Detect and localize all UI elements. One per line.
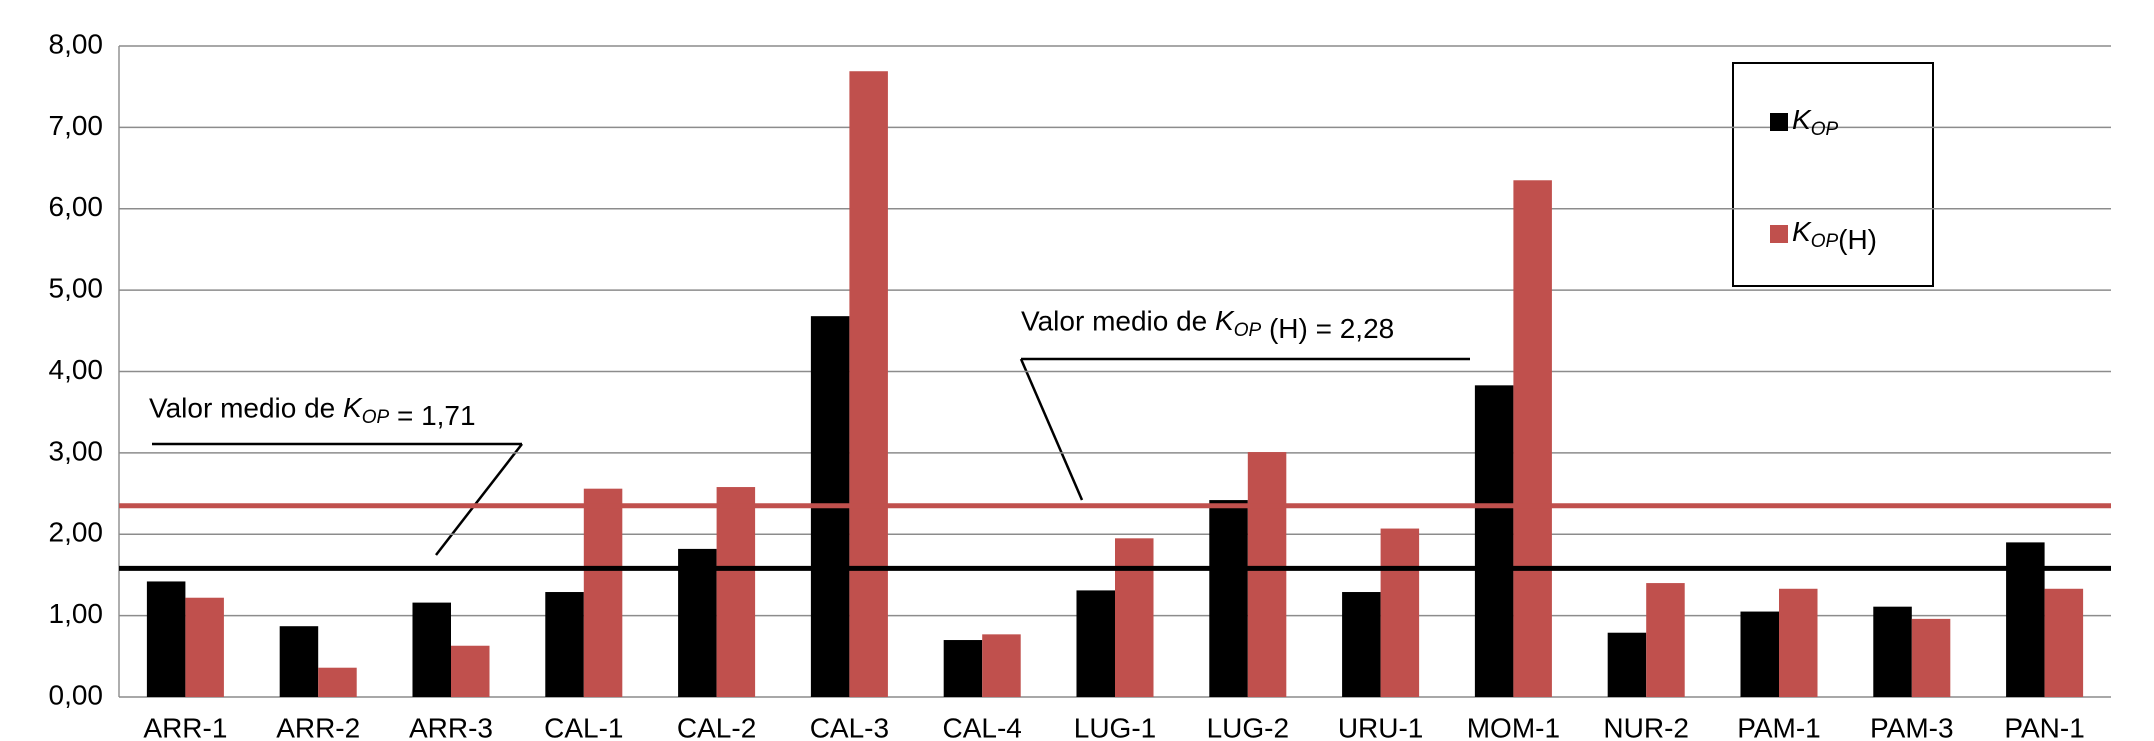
y-tick-label: 5,00 bbox=[49, 273, 104, 304]
y-tick-label: 1,00 bbox=[49, 598, 104, 629]
annotation-pointer bbox=[1019, 358, 1084, 501]
x-tick-label: ARR-3 bbox=[409, 712, 493, 741]
bar bbox=[318, 667, 357, 697]
x-tick-label: ARR-2 bbox=[276, 712, 360, 741]
bar bbox=[2044, 588, 2084, 697]
bar bbox=[451, 645, 490, 697]
x-tick-label: CAL-4 bbox=[943, 712, 1022, 741]
annotation-pointer bbox=[435, 443, 523, 556]
bar bbox=[1474, 385, 1514, 697]
x-tick-label: PAM-3 bbox=[1870, 712, 1954, 741]
x-tick-label: ARR-1 bbox=[143, 712, 227, 741]
y-tick-label: 3,00 bbox=[49, 435, 104, 466]
bar bbox=[279, 626, 319, 697]
bar bbox=[1607, 632, 1647, 697]
bar bbox=[583, 488, 623, 697]
bar bbox=[1911, 618, 1951, 697]
bar bbox=[1646, 583, 1685, 697]
bar bbox=[1380, 528, 1420, 697]
legend-swatch bbox=[1770, 225, 1788, 243]
legend-swatch bbox=[1770, 113, 1788, 131]
x-tick-label: PAN-1 bbox=[2004, 712, 2084, 741]
y-tick-label: 8,00 bbox=[49, 28, 104, 59]
bar bbox=[982, 634, 1021, 697]
x-tick-label: CAL-2 bbox=[677, 712, 756, 741]
bar bbox=[545, 592, 584, 697]
bar bbox=[1076, 590, 1115, 697]
x-tick-label: MOM-1 bbox=[1467, 712, 1560, 741]
bar bbox=[849, 71, 888, 697]
bar bbox=[185, 597, 224, 697]
bar bbox=[716, 487, 756, 697]
y-tick-label: 0,00 bbox=[49, 679, 104, 710]
bar bbox=[412, 602, 451, 697]
bar bbox=[1342, 592, 1381, 697]
x-tick-label: LUG-1 bbox=[1074, 712, 1156, 741]
annotation: Valor medio de KOP (H) = 2,28 bbox=[1021, 305, 1394, 344]
x-tick-label: PAM-1 bbox=[1737, 712, 1821, 741]
legend-label: KOP bbox=[1792, 104, 1838, 140]
x-tick-label: NUR-2 bbox=[1603, 712, 1689, 741]
bar bbox=[146, 581, 186, 697]
x-tick-label: LUG-2 bbox=[1207, 712, 1289, 741]
x-tick-label: URU-1 bbox=[1338, 712, 1424, 741]
x-tick-label: CAL-1 bbox=[544, 712, 623, 741]
y-tick-label: 7,00 bbox=[49, 110, 104, 141]
legend-label: KOP(H) bbox=[1792, 216, 1877, 255]
bar bbox=[1247, 452, 1287, 697]
annotation: Valor medio de KOP = 1,71 bbox=[149, 392, 476, 431]
bar bbox=[1209, 500, 1248, 697]
bar bbox=[1779, 588, 1818, 697]
y-tick-label: 2,00 bbox=[49, 517, 104, 548]
bar bbox=[943, 640, 983, 697]
bar bbox=[2006, 542, 2045, 697]
bar bbox=[1513, 180, 1552, 698]
y-tick-label: 4,00 bbox=[49, 354, 104, 385]
x-tick-label: CAL-3 bbox=[810, 712, 889, 741]
y-tick-label: 6,00 bbox=[49, 191, 104, 222]
bar bbox=[1873, 606, 1912, 697]
bar bbox=[678, 548, 717, 697]
legend-box bbox=[1732, 62, 1934, 287]
bar bbox=[1115, 538, 1154, 697]
bar bbox=[1740, 611, 1779, 697]
